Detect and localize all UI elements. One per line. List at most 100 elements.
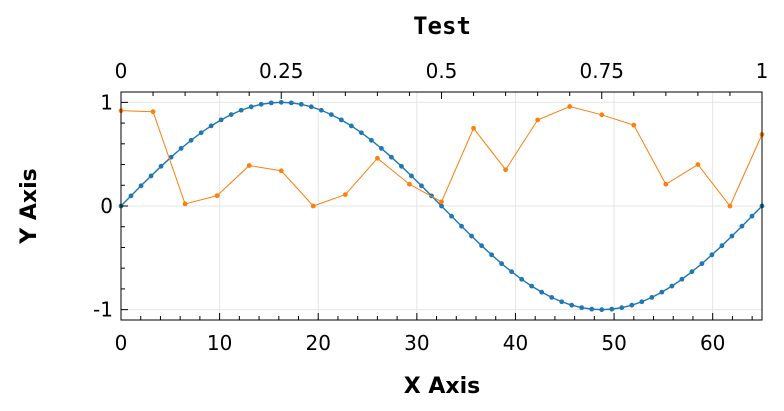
data-point [479,243,484,249]
data-point [679,276,685,282]
data-point [749,213,755,219]
data-point [128,193,134,199]
data-point [208,123,214,129]
x-axis-label: X Axis [404,374,480,399]
data-point [539,289,545,295]
data-point [310,203,316,209]
data-point [248,104,254,110]
data-point [298,101,304,107]
data-point [348,123,354,129]
data-point [138,183,144,189]
data-point [328,112,334,117]
data-point [268,100,274,106]
data-point [368,137,374,143]
data-point [182,201,188,207]
data-point [567,104,573,109]
series-line-2 [120,105,763,207]
series-2 [118,104,765,209]
data-point [407,181,412,187]
top-tick-label: 1 [756,59,769,83]
data-point [379,145,384,151]
data-point [469,233,474,239]
x-tick-label: 20 [306,331,331,355]
data-point [631,122,637,128]
data-point [419,183,424,189]
data-point [529,283,535,289]
data-point [409,173,414,179]
data-point [589,306,595,312]
data-point [729,233,735,239]
plot-series [118,99,765,313]
series-1 [118,99,765,313]
x-tick-label: 40 [503,331,528,355]
data-point [459,223,464,229]
data-point [503,167,508,173]
data-point [659,289,665,295]
top-tick-label: 0.25 [259,59,304,83]
data-point [238,107,244,113]
data-point [669,283,675,289]
data-point [727,203,733,209]
data-point [375,155,380,161]
data-point [150,109,156,115]
x-tick-label: 50 [601,331,626,355]
y-axis-label: Y Axis [17,168,42,244]
data-point [338,117,344,123]
data-point [218,117,224,123]
x-tick-label: 0 [115,331,128,355]
data-point [178,145,184,151]
data-point [168,154,174,160]
x-tick-label: 60 [700,331,725,355]
data-point [499,261,504,267]
data-point [342,192,348,198]
data-point [535,117,541,123]
data-point [258,101,264,107]
data-point [629,302,635,308]
y-tick-label: -1 [93,298,113,322]
data-point [689,269,695,275]
data-point [214,193,220,199]
data-point [439,199,444,205]
data-point [549,295,555,300]
data-point [599,307,605,313]
y-tick-label: 1 [100,90,113,114]
data-point [471,125,476,131]
data-point [579,305,585,311]
x-tick-label: 10 [207,331,232,355]
y-tick-label: 0 [100,194,113,218]
data-point [569,302,575,308]
chart-title: Test [413,12,471,40]
data-point [278,168,284,174]
data-point [639,299,645,305]
data-point [559,299,565,305]
x-tick-label: 30 [404,331,429,355]
data-point [148,173,154,179]
data-point [318,107,324,113]
data-point [489,252,494,258]
top-tick-label: 0.5 [426,59,458,83]
top-tick-label: 0 [115,59,128,83]
data-point [619,305,625,311]
data-point [695,162,701,167]
data-point [599,112,605,118]
data-point [246,163,252,168]
data-point [739,223,745,229]
data-point [449,213,454,219]
data-point [519,276,525,282]
data-point [198,130,204,136]
data-point [278,99,284,105]
data-point [609,306,615,312]
data-point [158,163,164,169]
data-point [288,100,294,106]
data-point [228,112,234,117]
data-point [358,130,364,136]
data-point [709,252,715,258]
data-point [509,269,515,275]
data-point [399,163,404,169]
top-tick-label: 0.75 [579,59,624,83]
data-point [663,181,669,187]
data-point [389,154,394,160]
data-point [719,243,725,249]
data-point [188,137,194,143]
